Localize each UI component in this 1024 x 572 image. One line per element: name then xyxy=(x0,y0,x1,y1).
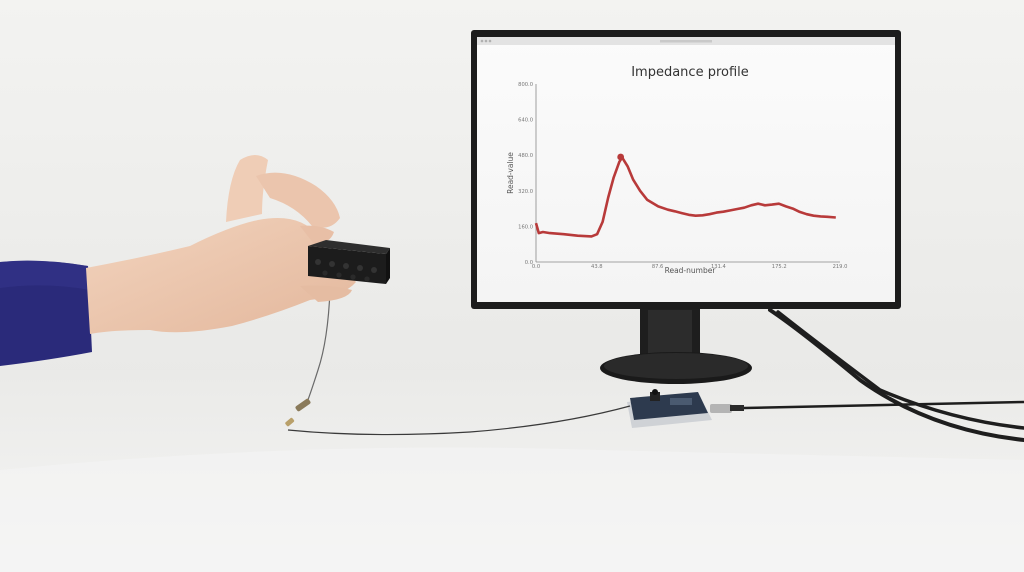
y-axis-label: Read-value xyxy=(506,152,515,194)
chart-title: Impedance profile xyxy=(631,65,749,80)
x-tick-label: 175.2 xyxy=(772,264,787,270)
monitor-cables xyxy=(768,308,1024,442)
x-tick-label: 219.0 xyxy=(833,264,848,270)
series-line xyxy=(534,156,836,238)
sensor-block xyxy=(308,240,390,284)
monitor-screen xyxy=(477,37,895,302)
y-tick-label: 320.0 xyxy=(518,189,533,195)
sensor-wire xyxy=(287,405,631,436)
y-tick-label: 480.0 xyxy=(518,153,533,159)
x-tick-label: 0.0 xyxy=(532,264,540,270)
x-axis-label: Read-number xyxy=(665,266,717,275)
y-tick-label: 640.0 xyxy=(518,118,533,124)
y-tick-label: 160.0 xyxy=(518,224,533,230)
impedance-chart: Impedance profile Read-value Read-number… xyxy=(506,65,847,275)
monitor-stand xyxy=(600,305,752,384)
window-dot-icon xyxy=(484,39,488,43)
y-ticks: 0.0 160.0 320.0 480.0 640.0 800.0 xyxy=(518,82,533,266)
x-ticks: 0.0 43.8 87.6 131.4 175.2 219.0 xyxy=(532,264,848,270)
board-knob xyxy=(650,392,660,401)
y-tick-label: 800.0 xyxy=(518,82,533,88)
usb-plug xyxy=(710,404,732,413)
window-dot-icon xyxy=(480,39,484,43)
window-title-text xyxy=(660,40,712,43)
peak-marker xyxy=(617,153,625,161)
monitor xyxy=(471,30,901,309)
hand xyxy=(86,155,356,334)
window-dot-icon xyxy=(488,39,492,43)
table-light xyxy=(0,447,1024,572)
x-tick-label: 87.6 xyxy=(652,264,664,270)
sensor-lead xyxy=(305,289,331,406)
wire-connector xyxy=(285,398,311,427)
y-tick-label: 0.0 xyxy=(525,260,533,266)
circuit-board xyxy=(627,389,744,428)
usb-cable xyxy=(743,400,1024,410)
x-tick-label: 131.4 xyxy=(711,264,727,270)
x-tick-label: 43.8 xyxy=(591,264,603,270)
